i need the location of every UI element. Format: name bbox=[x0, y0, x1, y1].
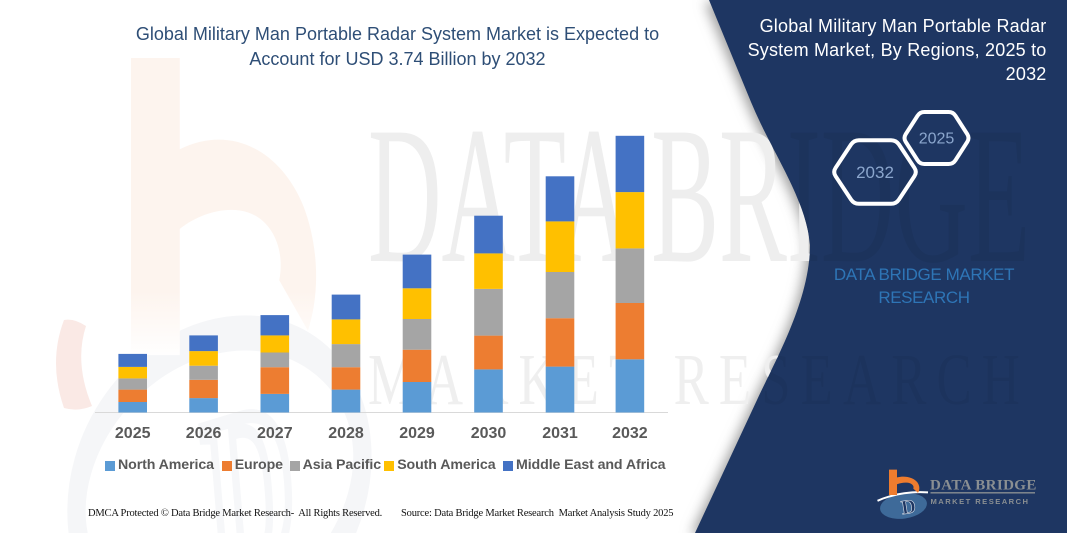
svg-text:2032: 2032 bbox=[856, 163, 894, 182]
svg-text:DATA BRIDGE: DATA BRIDGE bbox=[930, 478, 1037, 494]
svg-text:D: D bbox=[900, 495, 918, 519]
svg-text:2025: 2025 bbox=[919, 131, 955, 148]
svg-text:MARKET RESEARCH: MARKET RESEARCH bbox=[931, 497, 1030, 506]
